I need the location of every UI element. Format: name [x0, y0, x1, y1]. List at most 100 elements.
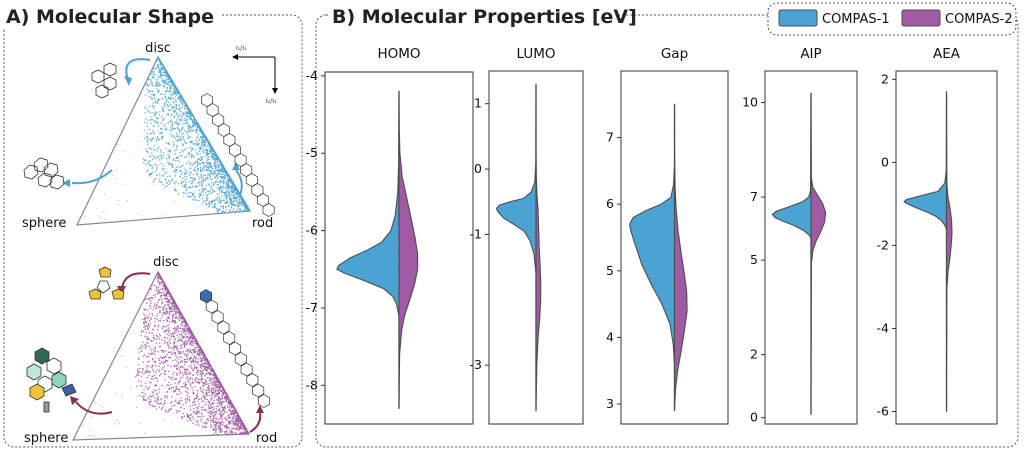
scatter-point [210, 186, 212, 189]
scatter-point [244, 432, 246, 434]
scatter-point [189, 186, 192, 189]
scatter-point [244, 428, 247, 431]
scatter-point [175, 132, 178, 134]
scatter-point [230, 411, 233, 413]
scatter-point [148, 299, 150, 301]
scatter-point [175, 106, 178, 108]
scatter-point [212, 384, 215, 386]
scatter-point [212, 148, 214, 150]
scatter-point [224, 201, 226, 204]
scatter-point [226, 406, 229, 409]
scatter-point [164, 305, 166, 307]
scatter-point [179, 94, 182, 96]
scatter-point [168, 332, 170, 334]
scatter-point [187, 152, 190, 154]
scatter-point [168, 105, 170, 108]
scatter-point [163, 356, 166, 359]
scatter-point [239, 426, 241, 428]
scatter-point [168, 356, 171, 359]
scatter-point [147, 144, 149, 146]
scatter-point [226, 398, 228, 400]
scatter-point [160, 291, 162, 294]
scatter-point [158, 180, 161, 183]
y-tick-label: -3 [470, 357, 482, 372]
scatter-point [175, 354, 177, 357]
scatter-point [182, 181, 184, 183]
scatter-point [152, 336, 155, 339]
scatter-point [162, 71, 164, 73]
scatter-point [206, 159, 209, 162]
scatter-point [215, 169, 218, 172]
scatter-point [227, 433, 230, 435]
scatter-point [231, 191, 234, 194]
scatter-point [180, 337, 183, 340]
scatter-point [218, 161, 221, 164]
scatter-point [203, 164, 205, 167]
scatter-point [179, 110, 182, 112]
scatter-point [158, 178, 161, 180]
scatter-point [174, 378, 176, 380]
scatter-point [182, 164, 184, 167]
scatter-point [180, 317, 182, 320]
scatter-point [224, 416, 227, 419]
scatter-point [223, 180, 225, 183]
scatter-point [191, 179, 193, 182]
scatter-point [156, 377, 158, 380]
scatter-point [166, 337, 169, 340]
scatter-point [232, 197, 234, 200]
scatter-point [210, 178, 212, 180]
scatter-point [195, 343, 198, 345]
scatter-point [187, 353, 189, 355]
scatter-point [202, 147, 205, 149]
scatter-point [236, 198, 238, 200]
panel-b-frame [315, 14, 1019, 448]
scatter-point [218, 382, 220, 385]
scatter-point [167, 77, 170, 79]
scatter-point [165, 350, 167, 352]
scatter-point [229, 201, 231, 203]
scatter-point [169, 103, 172, 106]
scatter-point [219, 180, 222, 183]
scatter-point [205, 368, 207, 371]
scatter-point [161, 298, 163, 301]
scatter-point [210, 405, 212, 408]
scatter-point [109, 157, 111, 159]
scatter-point [218, 400, 220, 403]
scatter-point [212, 172, 214, 174]
scatter-point [95, 402, 97, 404]
scatter-point [189, 329, 191, 331]
scatter-point [208, 401, 211, 403]
scatter-point [155, 83, 157, 85]
scatter-point [189, 135, 191, 138]
scatter-point [114, 177, 116, 179]
scatter-point [141, 350, 143, 353]
scatter-point [182, 195, 184, 198]
scatter-point [187, 336, 189, 339]
scatter-point [162, 183, 164, 186]
scatter-point [139, 423, 141, 425]
scatter-point [218, 418, 220, 421]
scatter-point [238, 427, 240, 429]
scatter-point [197, 363, 199, 365]
scatter-point [150, 79, 153, 81]
scatter-point [146, 356, 148, 358]
scatter-point [203, 134, 206, 136]
scatter-point [210, 389, 212, 392]
scatter-point [154, 148, 156, 151]
scatter-point [140, 375, 142, 378]
scatter-point [180, 333, 182, 335]
scatter-point [169, 77, 171, 80]
scatter-point [164, 409, 167, 411]
scatter-point [215, 398, 218, 401]
scatter-point [174, 153, 176, 155]
scatter-point [206, 162, 209, 164]
y-tick-label: -5 [306, 145, 318, 160]
scatter-point [219, 401, 222, 404]
scatter-point [172, 305, 174, 307]
scatter-point [219, 429, 222, 432]
scatter-point [214, 172, 217, 175]
scatter-point [224, 194, 227, 196]
scatter-point [188, 191, 191, 193]
scatter-point [158, 374, 161, 377]
